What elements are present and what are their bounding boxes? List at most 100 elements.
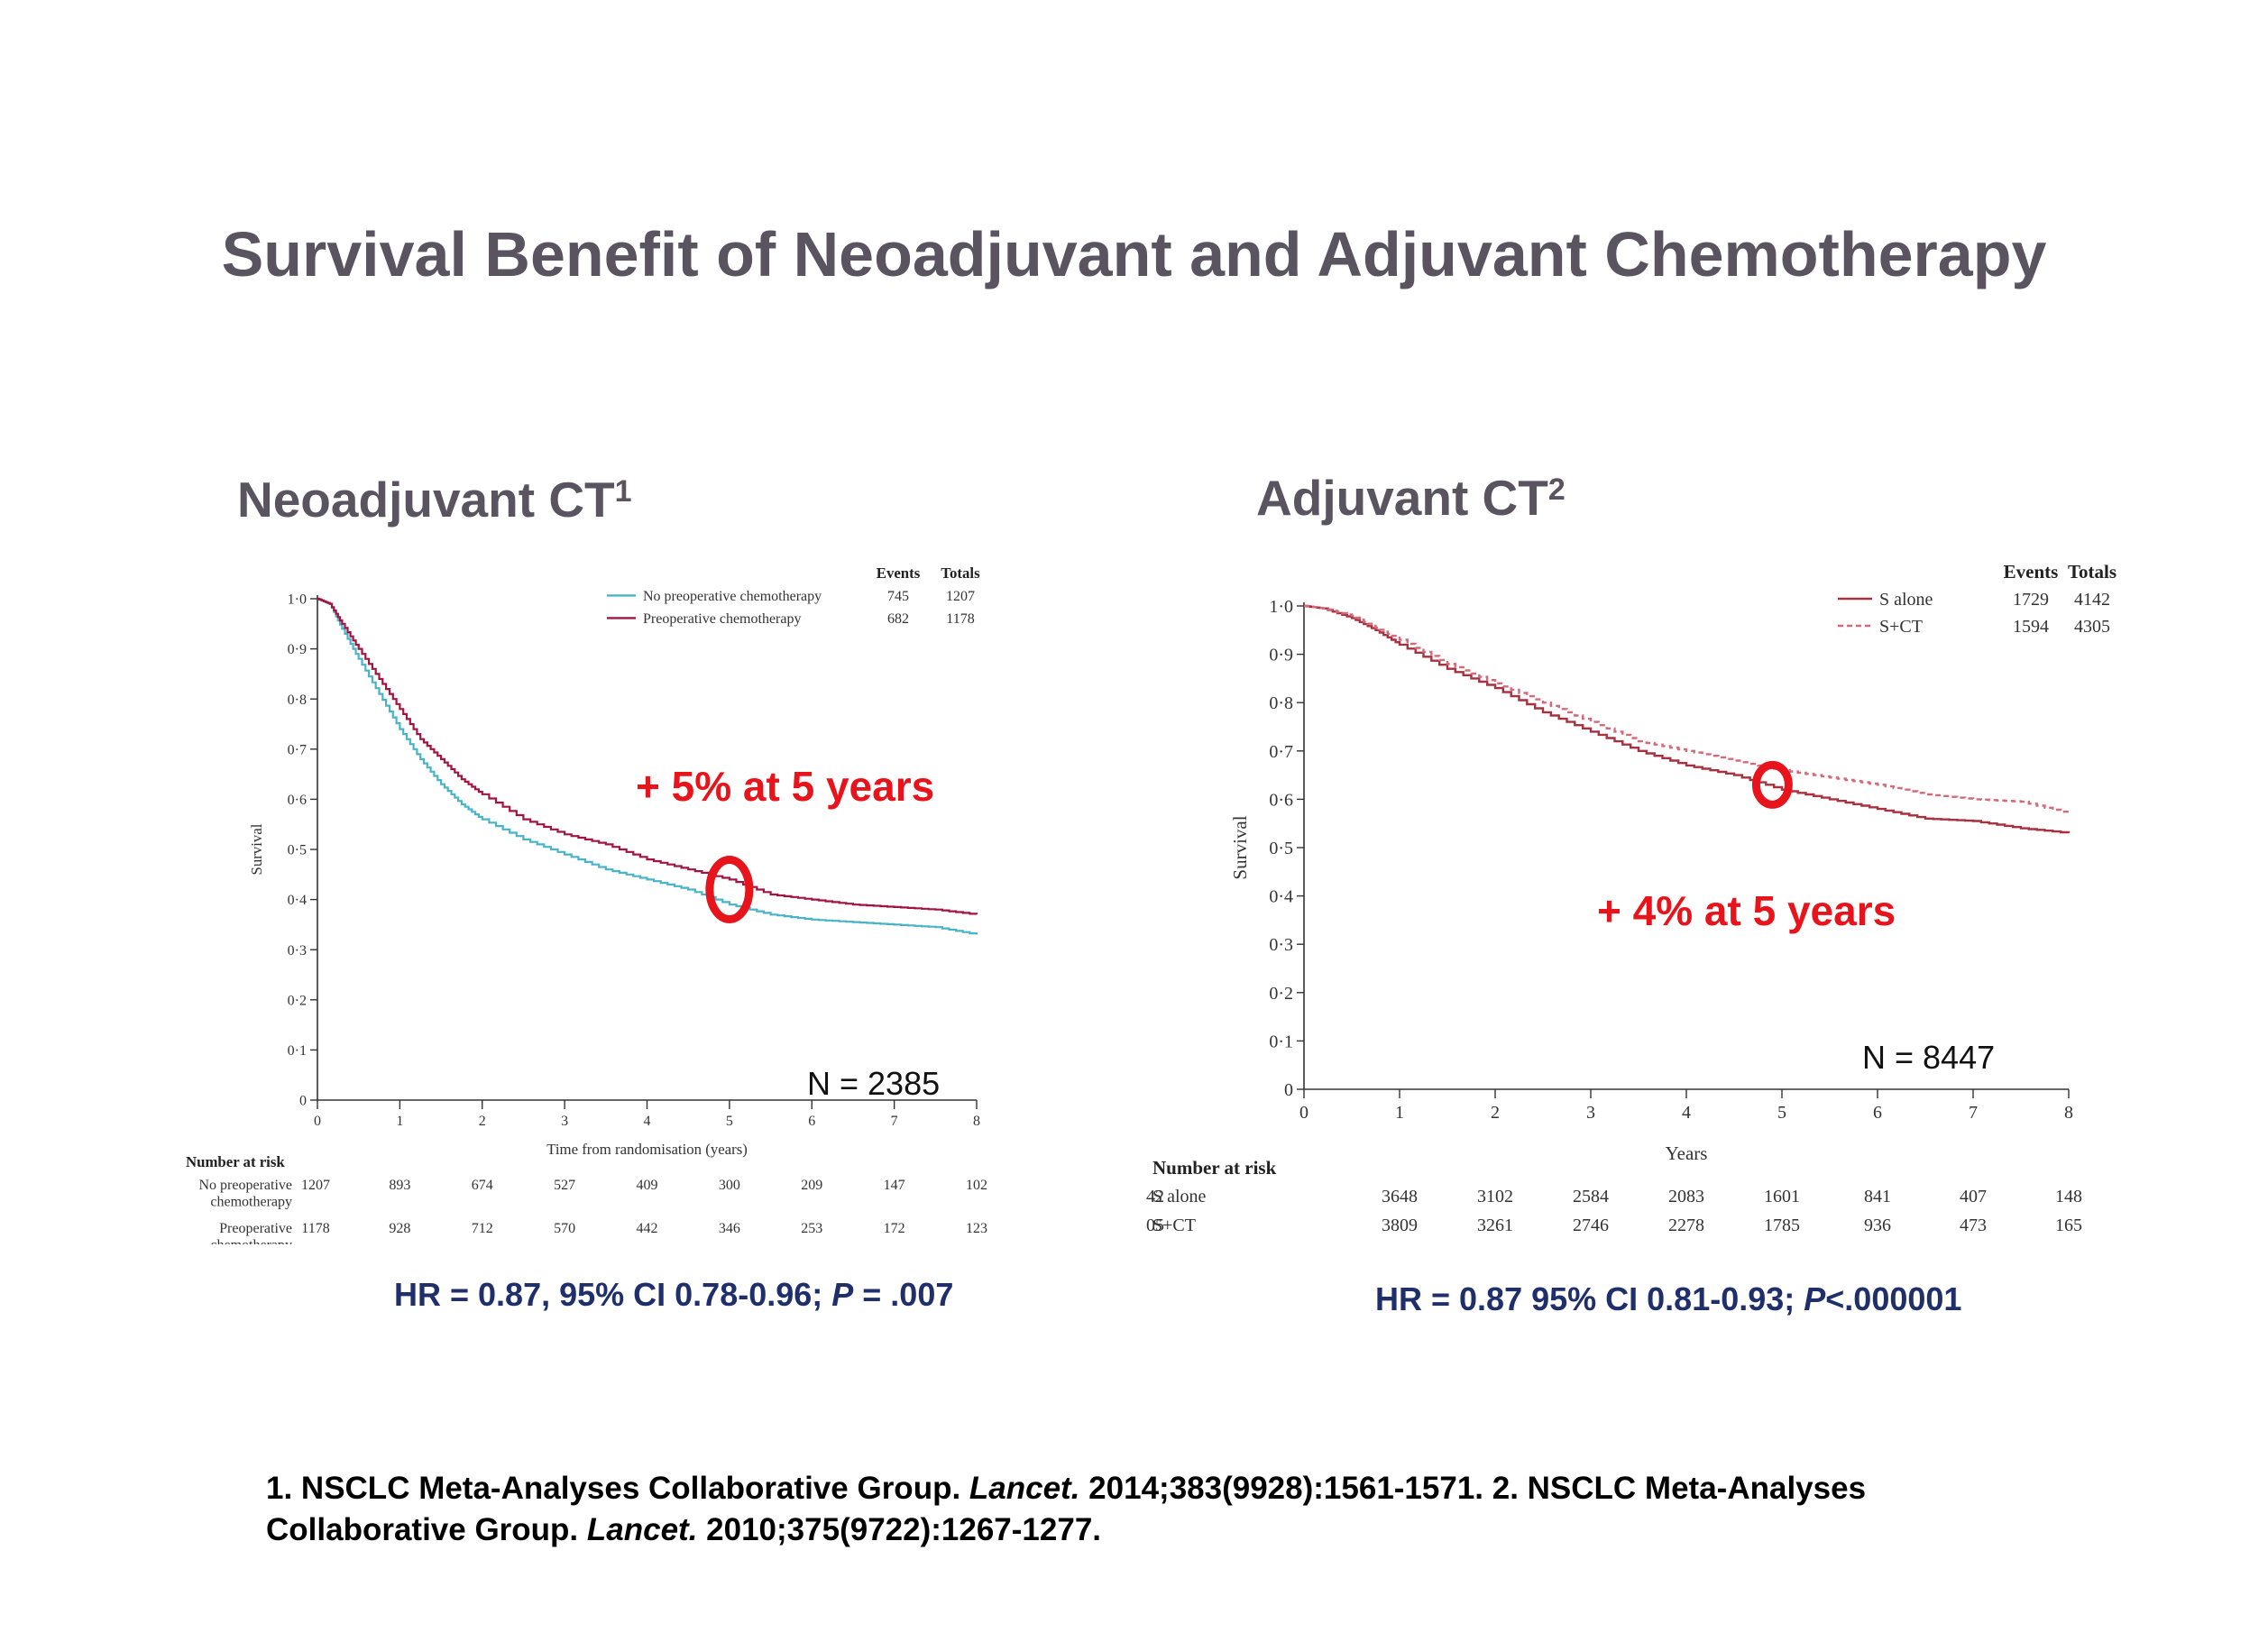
x-axis-title: Years bbox=[1666, 1142, 1708, 1164]
at-risk-row-label: Preoperative bbox=[219, 1221, 292, 1236]
at-risk-value: 147 bbox=[884, 1178, 905, 1193]
x-tick-label: 0 bbox=[1299, 1103, 1308, 1123]
y-axis-title: Survival bbox=[248, 823, 265, 875]
at-risk-row-label: No preoperative bbox=[198, 1178, 292, 1193]
x-axis-title: Time from randomisation (years) bbox=[546, 1141, 748, 1158]
x-tick-label: 5 bbox=[726, 1114, 733, 1129]
legend-series-name: Preoperative chemotherapy bbox=[643, 611, 801, 627]
at-risk-value: 712 bbox=[472, 1221, 493, 1236]
y-tick-label: 0·1 bbox=[1269, 1032, 1293, 1051]
y-tick-label: 0·8 bbox=[288, 693, 307, 708]
five-year-callout: + 5% at 5 years bbox=[636, 763, 934, 810]
x-tick-label: 2 bbox=[479, 1114, 486, 1129]
x-tick-label: 0 bbox=[314, 1114, 321, 1129]
at-risk-value: 165 bbox=[2055, 1216, 2082, 1235]
at-risk-value: 893 bbox=[389, 1178, 410, 1193]
series-line-2 bbox=[317, 597, 978, 915]
y-tick-label: 1·0 bbox=[1269, 597, 1293, 617]
at-risk-value: 3648 bbox=[1382, 1187, 1418, 1206]
y-tick-label: 0·1 bbox=[288, 1043, 307, 1059]
at-risk-value: 209 bbox=[801, 1178, 822, 1193]
x-tick-label: 1 bbox=[1395, 1103, 1404, 1123]
y-tick-label: 0·5 bbox=[1269, 839, 1293, 858]
legend-header-events: Events bbox=[877, 564, 921, 582]
legend-series-name: S+CT bbox=[1879, 617, 1923, 637]
left-hr-pre: HR = 0.87, 95% CI 0.78-0.96; bbox=[394, 1276, 832, 1313]
at-risk-value: 1207 bbox=[301, 1178, 330, 1193]
legend-totals-value: 1178 bbox=[946, 611, 974, 627]
y-tick-label: 0·4 bbox=[288, 893, 307, 908]
series-line-1 bbox=[1304, 604, 2071, 834]
x-tick-label: 3 bbox=[561, 1114, 568, 1129]
left-panel-heading: Neoadjuvant CT1 bbox=[237, 471, 632, 528]
right-heading-text: Adjuvant CT bbox=[1256, 470, 1548, 526]
at-risk-value: 172 bbox=[884, 1221, 905, 1236]
at-risk-value: 527 bbox=[554, 1178, 575, 1193]
references-footnote: 1. NSCLC Meta-Analyses Collaborative Gro… bbox=[266, 1468, 2025, 1551]
right-hazard-ratio: HR = 0.87 95% CI 0.81-0.93; P<.000001 bbox=[1375, 1280, 1961, 1318]
right-hr-pre: HR = 0.87 95% CI 0.81-0.93; bbox=[1375, 1280, 1804, 1317]
at-risk-value: 300 bbox=[719, 1178, 740, 1193]
y-tick-label: 0 bbox=[299, 1094, 307, 1109]
five-year-highlight-circle bbox=[1751, 760, 1793, 809]
y-tick-label: 0·3 bbox=[1269, 935, 1293, 955]
x-tick-label: 8 bbox=[2064, 1103, 2073, 1123]
five-year-callout: + 4% at 5 years bbox=[1597, 887, 1896, 934]
y-tick-label: 0·7 bbox=[1269, 742, 1293, 762]
right-survival-chart: 0 0·1 0·2 0·3 0·4 0·5 0·6 0·7 0·8 0·9 1·0 0 1 2 3 4 5 6 7 8… bbox=[1145, 561, 2116, 1235]
x-tick-label: 6 bbox=[808, 1114, 815, 1129]
at-risk-row-label: chemotherapy bbox=[210, 1194, 292, 1209]
slide-title: Survival Benefit of Neoadjuvant and Adju… bbox=[221, 219, 2047, 289]
left-hr-post: = .007 bbox=[853, 1276, 954, 1313]
legend-events-value: 1594 bbox=[2013, 617, 2049, 637]
y-tick-label: 0·8 bbox=[1269, 693, 1293, 713]
at-risk-value: 123 bbox=[966, 1221, 987, 1236]
at-risk-value: 570 bbox=[554, 1221, 575, 1236]
five-year-highlight-circle bbox=[705, 855, 754, 923]
at-risk-value: 3102 bbox=[1477, 1187, 1513, 1206]
at-risk-value: 407 bbox=[1960, 1187, 1987, 1206]
at-risk-value: 2278 bbox=[1668, 1216, 1704, 1235]
series-line-2 bbox=[1304, 604, 2071, 814]
x-tick-label: 5 bbox=[1777, 1103, 1786, 1123]
legend-events-value: 682 bbox=[887, 611, 909, 627]
at-risk-value: 473 bbox=[1960, 1216, 1987, 1235]
legend-header-events: Events bbox=[2004, 561, 2059, 583]
at-risk-value: 4142 bbox=[1145, 1187, 1164, 1206]
y-tick-label: 0·9 bbox=[288, 642, 307, 657]
ref-journal2: Lancet. bbox=[586, 1512, 698, 1547]
legend-header-totals: Totals bbox=[941, 564, 980, 582]
at-risk-value: 2083 bbox=[1668, 1187, 1704, 1206]
x-tick-label: 4 bbox=[644, 1114, 651, 1129]
right-hr-p: P bbox=[1804, 1280, 1826, 1317]
sample-size-label: N = 8447 bbox=[1862, 1039, 1995, 1076]
left-hr-p: P bbox=[831, 1276, 854, 1313]
y-axis-title: Survival bbox=[1229, 815, 1251, 879]
at-risk-value: 3809 bbox=[1382, 1216, 1418, 1235]
y-tick-label: 0·4 bbox=[1269, 887, 1293, 907]
at-risk-value: 346 bbox=[719, 1221, 740, 1236]
left-survival-chart: 00·10·20·30·40·50·60·70·80·91·00 1 2 3 4 5 6 7 8… bbox=[186, 564, 987, 1244]
at-risk-value: 928 bbox=[389, 1221, 410, 1236]
y-tick-label: 0·3 bbox=[288, 943, 307, 959]
ref-part1: 1. NSCLC Meta-Analyses Collaborative Gro… bbox=[266, 1471, 969, 1506]
series-line-1 bbox=[317, 597, 978, 935]
y-tick-label: 1·0 bbox=[288, 592, 307, 608]
legend-totals-value: 1207 bbox=[946, 589, 975, 604]
at-risk-value: 2584 bbox=[1573, 1187, 1609, 1206]
at-risk-value: 3261 bbox=[1477, 1216, 1513, 1235]
at-risk-value: 1601 bbox=[1764, 1187, 1800, 1206]
y-tick-label: 0·9 bbox=[1269, 646, 1293, 665]
x-tick-label: 7 bbox=[1969, 1103, 1978, 1123]
sample-size-label: N = 2385 bbox=[807, 1065, 940, 1102]
at-risk-value: 4305 bbox=[1145, 1216, 1164, 1235]
y-tick-label: 0·2 bbox=[1269, 984, 1293, 1004]
at-risk-value: 102 bbox=[966, 1178, 987, 1193]
x-tick-label: 2 bbox=[1491, 1103, 1500, 1123]
y-tick-label: 0·6 bbox=[288, 793, 307, 808]
at-risk-value: 253 bbox=[801, 1221, 822, 1236]
x-tick-label: 4 bbox=[1682, 1103, 1691, 1123]
legend-events-value: 1729 bbox=[2013, 590, 2049, 610]
at-risk-value: 1178 bbox=[301, 1221, 329, 1236]
